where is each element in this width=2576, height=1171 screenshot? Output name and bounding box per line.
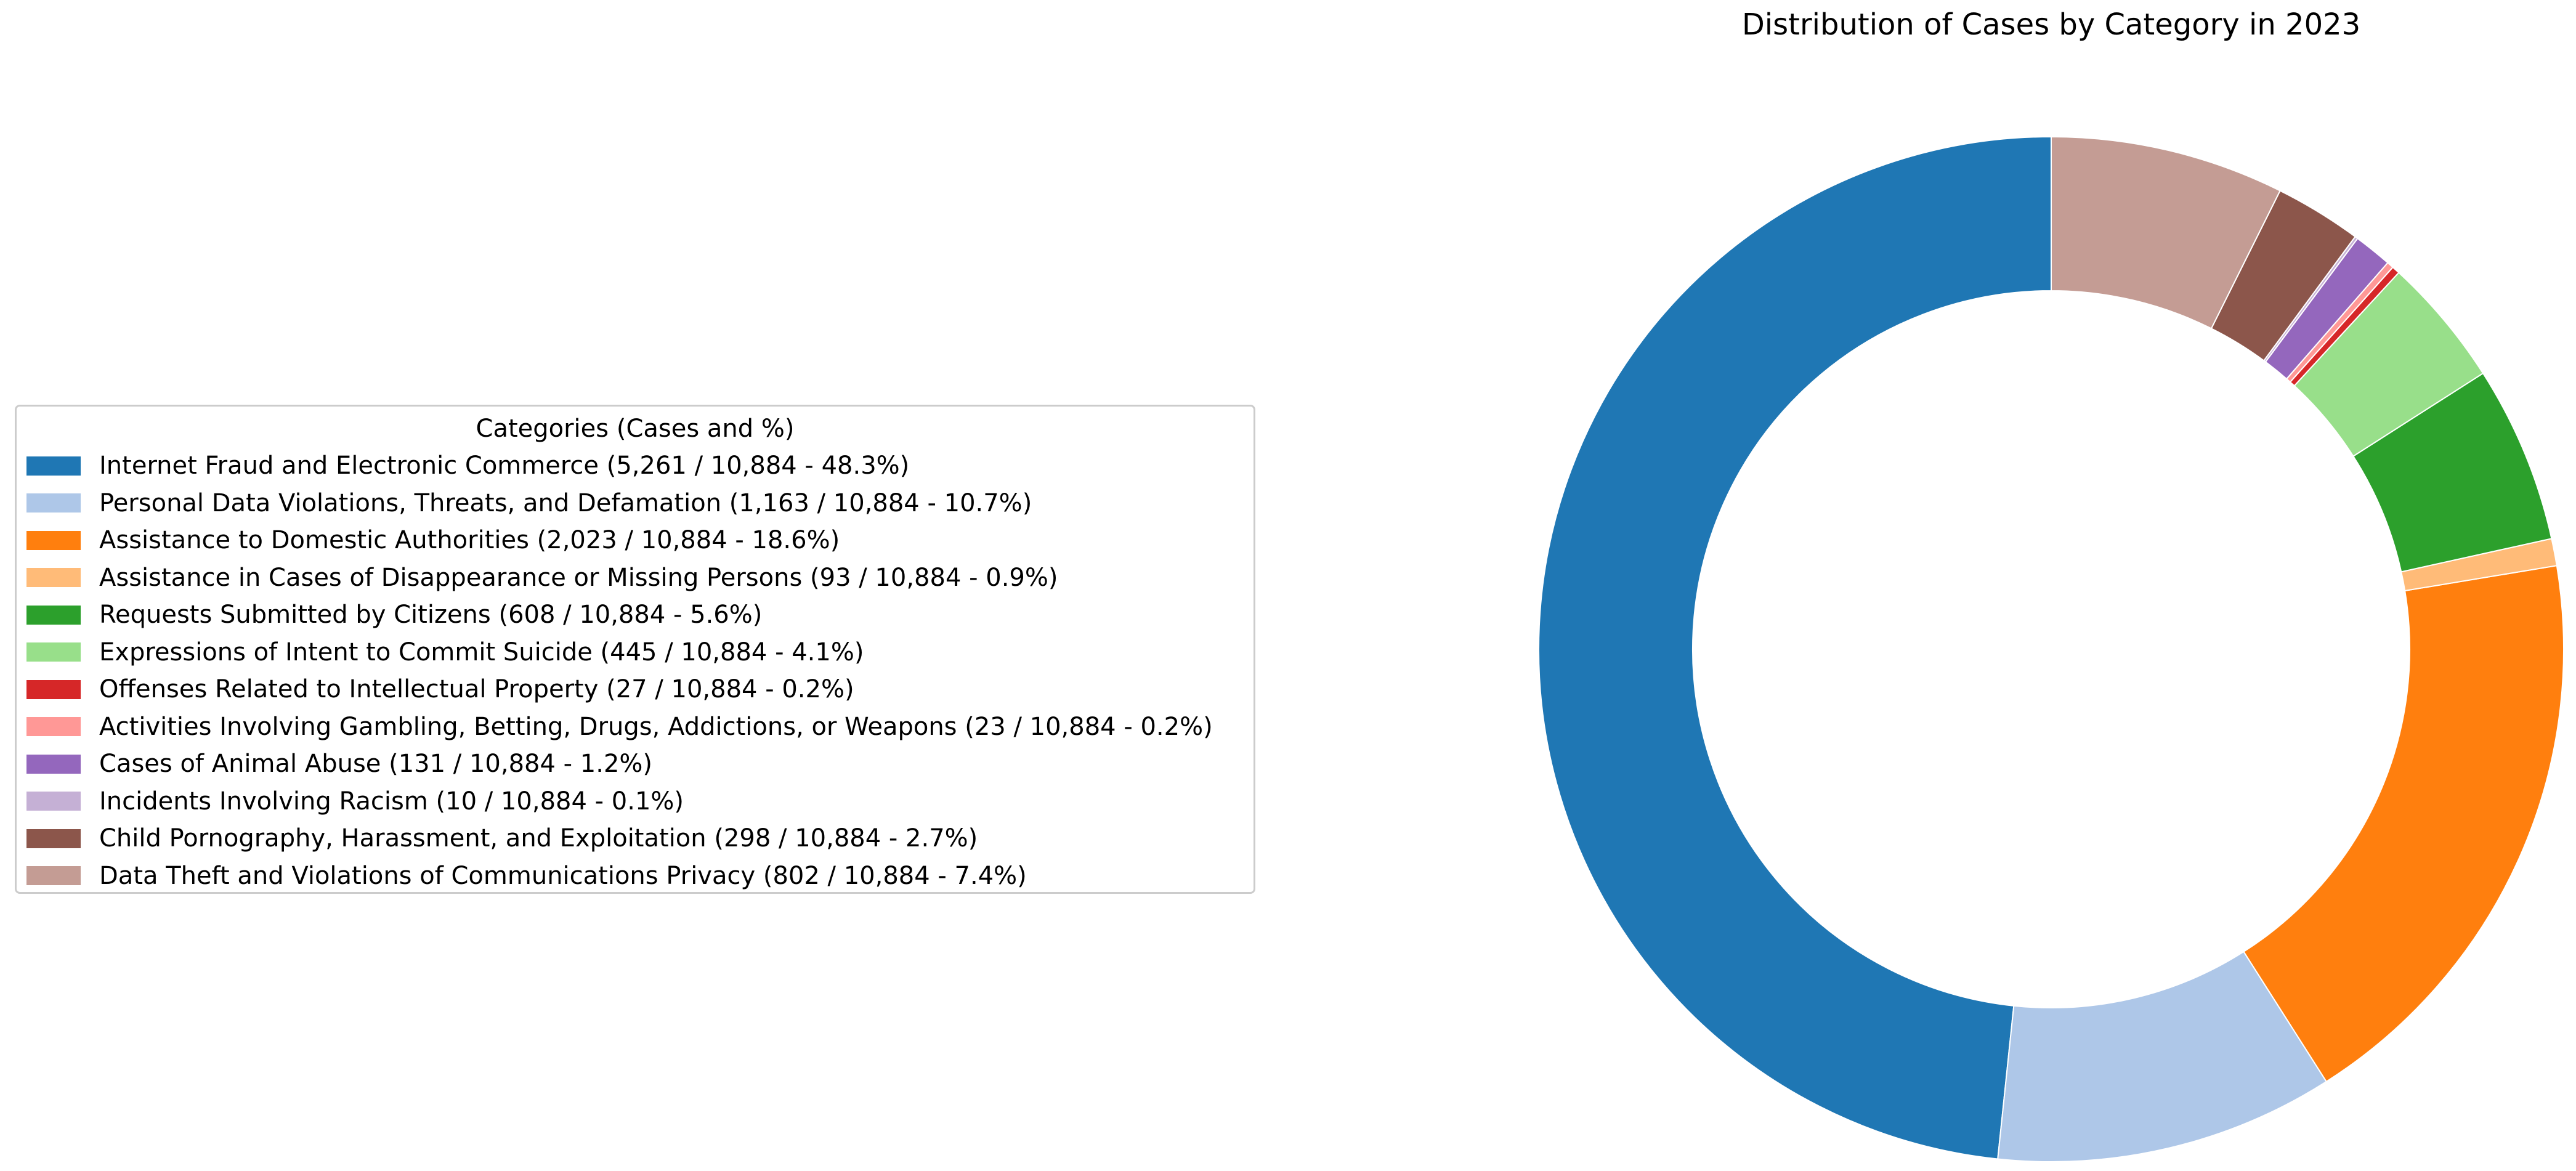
legend-label: Child Pornography, Harassment, and Explo… bbox=[99, 824, 978, 853]
legend-label: Offenses Related to Intellectual Propert… bbox=[99, 675, 854, 704]
legend-label: Requests Submitted by Citizens (608 / 10… bbox=[99, 601, 763, 630]
legend-label: Activities Involving Gambling, Betting, … bbox=[99, 712, 1213, 741]
legend-item: Internet Fraud and Electronic Commerce (… bbox=[26, 447, 1213, 485]
legend-swatch bbox=[26, 605, 81, 625]
legend-item: Offenses Related to Intellectual Propert… bbox=[26, 671, 1213, 708]
legend: Categories (Cases and %) Internet Fraud … bbox=[15, 405, 1255, 894]
legend-swatch bbox=[26, 568, 81, 588]
legend-label: Assistance in Cases of Disappearance or … bbox=[99, 563, 1058, 592]
legend-swatch bbox=[26, 792, 81, 811]
legend-swatch bbox=[26, 679, 81, 699]
donut-slice-2 bbox=[2243, 565, 2564, 1083]
legend-item: Requests Submitted by Citizens (608 / 10… bbox=[26, 596, 1213, 634]
legend-swatch bbox=[26, 642, 81, 662]
legend-item: Personal Data Violations, Threats, and D… bbox=[26, 485, 1213, 522]
legend-swatch bbox=[26, 456, 81, 476]
legend-title: Categories (Cases and %) bbox=[476, 415, 795, 443]
legend-swatch bbox=[26, 866, 81, 886]
legend-item: Cases of Animal Abuse (131 / 10,884 - 1.… bbox=[26, 745, 1213, 783]
legend-swatch bbox=[26, 754, 81, 774]
legend-item: Child Pornography, Harassment, and Explo… bbox=[26, 820, 1213, 857]
legend-swatch bbox=[26, 829, 81, 848]
donut-slices bbox=[1538, 136, 2564, 1162]
legend-swatch bbox=[26, 717, 81, 737]
donut-slice-0 bbox=[1538, 136, 2052, 1160]
legend-item: Activities Involving Gambling, Betting, … bbox=[26, 708, 1213, 746]
legend-item: Expressions of Intent to Commit Suicide … bbox=[26, 634, 1213, 671]
legend-item: Assistance in Cases of Disappearance or … bbox=[26, 559, 1213, 597]
legend-swatch bbox=[26, 493, 81, 513]
legend-label: Incidents Involving Racism (10 / 10,884 … bbox=[99, 787, 684, 816]
legend-label: Personal Data Violations, Threats, and D… bbox=[99, 488, 1032, 517]
legend-swatch bbox=[26, 530, 81, 550]
legend-label: Expressions of Intent to Commit Suicide … bbox=[99, 638, 864, 667]
legend-label: Internet Fraud and Electronic Commerce (… bbox=[99, 452, 910, 480]
donut-slice-11 bbox=[2051, 136, 2281, 330]
legend-item: Incidents Involving Racism (10 / 10,884 … bbox=[26, 783, 1213, 821]
legend-items: Internet Fraud and Electronic Commerce (… bbox=[26, 447, 1213, 894]
legend-item: Data Theft and Violations of Communicati… bbox=[26, 857, 1213, 895]
legend-label: Data Theft and Violations of Communicati… bbox=[99, 861, 1027, 890]
legend-label: Cases of Animal Abuse (131 / 10,884 - 1.… bbox=[99, 750, 653, 779]
legend-item: Assistance to Domestic Authorities (2,02… bbox=[26, 522, 1213, 559]
legend-label: Assistance to Domestic Authorities (2,02… bbox=[99, 526, 840, 555]
chart-title: Distribution of Cases by Category in 202… bbox=[1741, 7, 2361, 42]
